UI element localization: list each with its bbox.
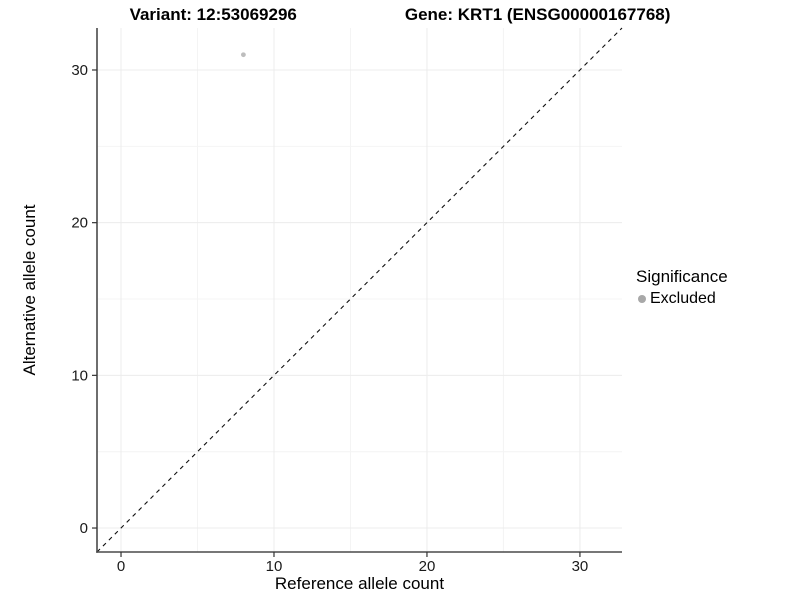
axis-tick-labels: 0 10 20 30 0 10 20 30 (71, 62, 588, 575)
axis-lines (96, 28, 622, 553)
y-axis-title: Alternative allele count (20, 204, 39, 376)
plot-title-row: Variant: 12:53069296 Gene: KRT1 (ENSG000… (0, 5, 800, 25)
identity-reference-line (96, 27, 623, 553)
x-tick-label: 30 (572, 558, 589, 575)
y-tick-label: 20 (71, 215, 88, 232)
y-tick-label: 10 (71, 367, 88, 384)
legend-key-dot-icon (638, 295, 646, 303)
x-axis-title: Reference allele count (274, 574, 445, 593)
gene-title: Gene: KRT1 (ENSG00000167768) (404, 5, 671, 24)
axis-ticks (92, 69, 581, 557)
legend-title: Significance (636, 267, 728, 286)
legend-item-label: Excluded (650, 290, 716, 307)
legend-item-excluded: Excluded (638, 290, 728, 308)
grid-major-lines (97, 28, 622, 552)
y-tick-label: 0 (80, 520, 88, 537)
identity-line (96, 27, 623, 553)
x-tick-label: 20 (419, 558, 436, 575)
data-point (240, 52, 246, 58)
x-tick-label: 10 (266, 558, 283, 575)
x-tick-label: 0 (117, 558, 125, 575)
data-points (240, 52, 246, 58)
grid-minor-lines (97, 28, 622, 552)
y-tick-label: 30 (71, 62, 88, 79)
variant-title: Variant: 12:53069296 (129, 5, 297, 24)
legend: Significance Excluded (636, 267, 728, 308)
